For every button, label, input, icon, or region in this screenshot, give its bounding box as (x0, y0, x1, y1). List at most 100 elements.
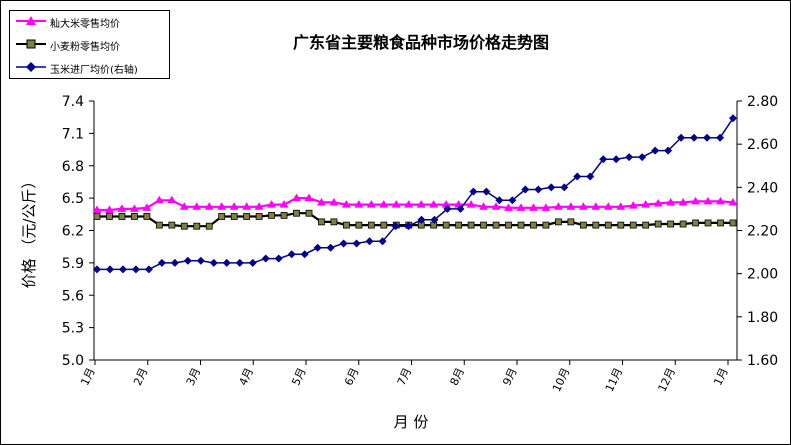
data-point (230, 213, 238, 220)
data-point (339, 239, 348, 248)
data-point (430, 215, 439, 224)
data-point (167, 195, 177, 204)
data-point (417, 215, 426, 224)
data-point (287, 250, 296, 259)
series-1 (93, 209, 737, 230)
data-point (391, 200, 401, 208)
data-point (505, 221, 512, 229)
y2-tick-label: 2.20 (747, 224, 778, 240)
data-point (154, 195, 164, 204)
data-point (179, 202, 189, 210)
data-point (666, 197, 676, 206)
data-point (521, 185, 530, 194)
data-point (651, 146, 660, 155)
data-point (491, 202, 501, 210)
data-point (318, 218, 325, 226)
x-tick-label: 5月 (289, 366, 308, 388)
data-point (313, 243, 322, 252)
data-point (469, 187, 478, 196)
legend-swatch-rice (16, 16, 46, 25)
data-point (355, 221, 363, 229)
x-tick-label: 8月 (448, 366, 467, 388)
data-point (365, 237, 374, 246)
data-point (642, 221, 650, 229)
legend: 籼大米零售均价 小麦粉零售均价 玉米进厂均价(右轴) (9, 10, 170, 79)
x-tick-label: 12月 (656, 366, 678, 394)
y2-tick-label: 1.80 (747, 310, 778, 326)
data-point (261, 254, 270, 263)
data-point (391, 222, 400, 231)
data-point (180, 222, 188, 230)
data-point (131, 265, 140, 274)
data-point (567, 218, 575, 226)
data-point (329, 197, 339, 206)
data-point (416, 200, 426, 208)
series-2 (93, 114, 737, 274)
data-point (168, 221, 176, 229)
data-point (495, 196, 504, 205)
x-tick-label: 4月 (237, 366, 256, 388)
data-point (248, 258, 257, 267)
data-point (541, 203, 551, 211)
data-point (155, 221, 163, 229)
legend-label-corn: 玉米进厂均价(右轴) (50, 65, 138, 76)
data-point (378, 237, 387, 246)
x-tick-label: 1月 (711, 366, 730, 388)
y2-tick-label: 2.40 (747, 180, 778, 196)
data-point (343, 221, 350, 229)
legend-item-rice: 籼大米零售均价 (10, 13, 169, 31)
y-tick-label: 5.0 (62, 353, 84, 369)
data-point (604, 221, 612, 229)
data-point (222, 258, 231, 267)
axes: 7.4 7.1 6.8 6.5 6.2 5.9 5.6 5.3 5.0 2.80 2.60 2.40 2… (20, 94, 778, 431)
data-point (274, 254, 283, 263)
data-point (326, 243, 335, 252)
legend-label-wheat: 小麦粉零售均价 (50, 42, 120, 53)
data-point (93, 265, 101, 274)
data-point (492, 221, 500, 229)
data-point (379, 200, 389, 208)
y-tick-label: 5.3 (62, 321, 84, 337)
y-tick-label: 7.4 (62, 94, 84, 110)
data-point (93, 213, 101, 220)
data-point (728, 197, 738, 206)
data-point (679, 220, 687, 228)
data-point (217, 202, 227, 210)
data-point (560, 183, 569, 192)
data-point (292, 193, 302, 202)
data-point (243, 213, 251, 220)
data-point (229, 202, 239, 210)
data-point (482, 187, 491, 196)
data-point (92, 205, 102, 213)
data-point (516, 203, 526, 211)
y-tick-label: 6.8 (62, 159, 84, 175)
legend-item-corn: 玉米进厂均价(右轴) (10, 59, 169, 77)
series-line (97, 197, 734, 212)
data-point (235, 258, 244, 267)
data-point (612, 155, 621, 164)
data-point (578, 202, 588, 210)
data-point (366, 200, 376, 208)
x-axis-title: 月 份 (394, 413, 429, 431)
x-tick-label: 7月 (395, 366, 414, 388)
data-point (542, 221, 550, 229)
data-point (716, 133, 725, 142)
data-point (106, 213, 113, 220)
data-point (653, 199, 663, 207)
data-point (716, 196, 726, 205)
data-point (117, 204, 127, 212)
data-point (131, 213, 138, 220)
data-point (528, 203, 538, 211)
data-point (467, 221, 475, 229)
data-point (330, 218, 338, 226)
data-point (205, 222, 213, 230)
data-point (293, 209, 300, 217)
data-point (530, 221, 537, 229)
data-point (105, 265, 114, 274)
data-point (430, 221, 438, 229)
data-point (300, 250, 309, 259)
data-point (367, 221, 375, 229)
data-point (617, 221, 625, 229)
x-tick-label: 3月 (184, 366, 203, 388)
